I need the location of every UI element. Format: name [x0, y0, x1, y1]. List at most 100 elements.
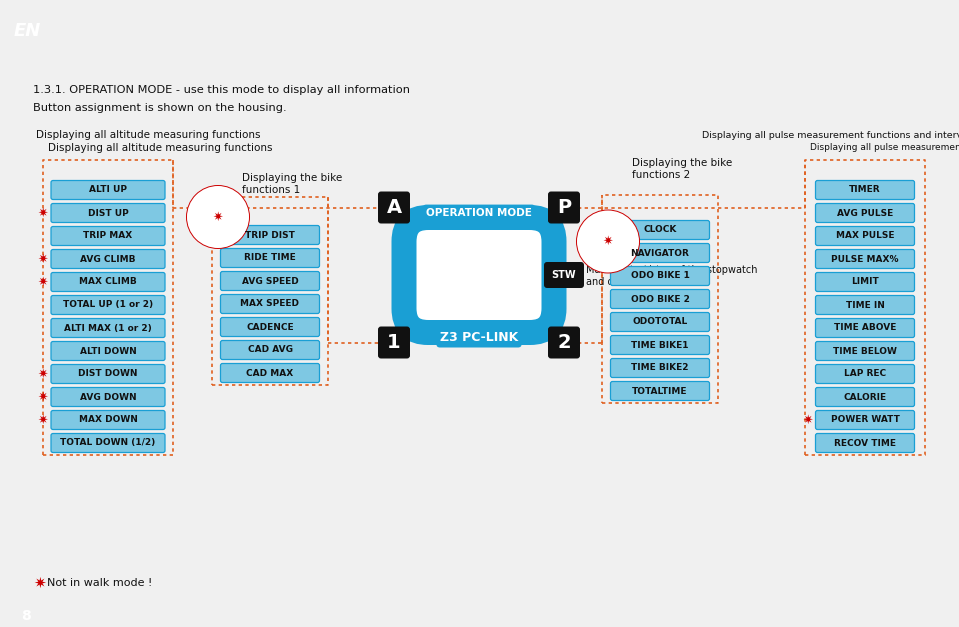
Text: CLOCK: CLOCK [643, 226, 677, 234]
Text: Not in walk mode !: Not in walk mode ! [47, 578, 152, 588]
FancyBboxPatch shape [51, 204, 165, 223]
FancyBboxPatch shape [815, 250, 915, 268]
Text: ✷: ✷ [37, 413, 48, 426]
Text: Displaying all altitude measuring functions: Displaying all altitude measuring functi… [48, 143, 272, 153]
Text: TRIP MAX: TRIP MAX [83, 231, 132, 241]
FancyBboxPatch shape [815, 295, 915, 315]
Text: and of all other timers: and of all other timers [586, 277, 695, 287]
Text: NAVIGATOR: NAVIGATOR [631, 248, 690, 258]
Text: CALORIE: CALORIE [843, 393, 886, 401]
Text: ✷: ✷ [37, 253, 48, 265]
Text: MAX DOWN: MAX DOWN [79, 416, 137, 424]
Text: ✷: ✷ [37, 206, 48, 219]
Text: Manual start/stop of the stopwatch: Manual start/stop of the stopwatch [586, 265, 758, 275]
FancyBboxPatch shape [221, 364, 319, 382]
FancyBboxPatch shape [51, 342, 165, 361]
FancyBboxPatch shape [815, 433, 915, 453]
Text: ✷: ✷ [803, 413, 812, 426]
FancyBboxPatch shape [611, 335, 710, 354]
FancyBboxPatch shape [404, 218, 554, 332]
Text: ODO BIKE 1: ODO BIKE 1 [631, 271, 690, 280]
Text: ✷: ✷ [37, 391, 48, 404]
FancyBboxPatch shape [815, 181, 915, 199]
Text: MAX SPEED: MAX SPEED [241, 300, 299, 308]
Text: PULSE MAX%: PULSE MAX% [831, 255, 899, 263]
Text: ALTI DOWN: ALTI DOWN [80, 347, 136, 356]
FancyBboxPatch shape [378, 327, 410, 359]
Text: AVG DOWN: AVG DOWN [80, 393, 136, 401]
FancyBboxPatch shape [51, 411, 165, 429]
FancyBboxPatch shape [548, 191, 580, 223]
FancyBboxPatch shape [221, 248, 319, 268]
Text: ✷: ✷ [37, 275, 48, 288]
Text: 8: 8 [21, 609, 31, 623]
Text: 1.3.1. OPERATION MODE - use this mode to display all information: 1.3.1. OPERATION MODE - use this mode to… [33, 85, 410, 95]
Text: TIME BIKE1: TIME BIKE1 [631, 340, 689, 349]
Text: Displaying all pulse measurement functions and interval data stored: Displaying all pulse measurement functio… [810, 144, 959, 152]
Text: 1: 1 [387, 333, 401, 352]
Text: RIDE TIME: RIDE TIME [245, 253, 296, 263]
FancyBboxPatch shape [51, 295, 165, 315]
Text: DIST UP: DIST UP [87, 209, 129, 218]
Text: TIME BELOW: TIME BELOW [833, 347, 897, 356]
Text: TIME IN: TIME IN [846, 300, 884, 310]
FancyBboxPatch shape [221, 226, 319, 245]
Text: TOTAL DOWN (1/2): TOTAL DOWN (1/2) [60, 438, 155, 448]
Text: Displaying all pulse measurement functions and interval data stored: Displaying all pulse measurement functio… [702, 130, 959, 139]
Text: CAD AVG: CAD AVG [247, 345, 292, 354]
Text: MAX CLIMB: MAX CLIMB [80, 278, 137, 287]
Text: TRIP DIST: TRIP DIST [246, 231, 295, 240]
Text: AVG PULSE: AVG PULSE [837, 209, 893, 218]
Text: ALTI UP: ALTI UP [89, 186, 127, 194]
FancyBboxPatch shape [815, 319, 915, 337]
Text: ✷: ✷ [603, 235, 613, 248]
FancyBboxPatch shape [51, 226, 165, 246]
Text: RECOV TIME: RECOV TIME [834, 438, 896, 448]
Text: LIMIT: LIMIT [852, 278, 878, 287]
Text: DIST DOWN: DIST DOWN [79, 369, 138, 379]
Text: ✷: ✷ [213, 211, 223, 223]
FancyBboxPatch shape [548, 327, 580, 359]
Text: 2: 2 [557, 333, 571, 352]
Text: TOTAL UP (1 or 2): TOTAL UP (1 or 2) [63, 300, 153, 310]
Text: functions 2: functions 2 [632, 170, 690, 180]
FancyBboxPatch shape [815, 411, 915, 429]
Text: Displaying the bike: Displaying the bike [632, 158, 733, 168]
FancyBboxPatch shape [611, 312, 710, 332]
FancyBboxPatch shape [221, 317, 319, 337]
Text: STW: STW [551, 270, 576, 280]
Text: Button assignment is shown on the housing.: Button assignment is shown on the housin… [33, 103, 287, 113]
FancyBboxPatch shape [51, 273, 165, 292]
Text: OPERATION MODE: OPERATION MODE [426, 208, 532, 218]
FancyBboxPatch shape [611, 221, 710, 240]
FancyBboxPatch shape [611, 359, 710, 377]
FancyBboxPatch shape [51, 181, 165, 199]
Text: EN: EN [13, 22, 41, 40]
Text: MAX PULSE: MAX PULSE [835, 231, 894, 241]
FancyBboxPatch shape [51, 250, 165, 268]
Text: A: A [386, 198, 402, 217]
FancyBboxPatch shape [815, 273, 915, 292]
FancyBboxPatch shape [815, 226, 915, 246]
FancyBboxPatch shape [815, 387, 915, 406]
Text: ALTI MAX (1 or 2): ALTI MAX (1 or 2) [64, 324, 152, 332]
FancyBboxPatch shape [815, 364, 915, 384]
Text: Displaying all altitude measuring functions: Displaying all altitude measuring functi… [35, 130, 260, 140]
Text: functions 1: functions 1 [242, 185, 300, 195]
Text: TOTALTIME: TOTALTIME [632, 386, 688, 396]
Text: TIMER: TIMER [849, 186, 880, 194]
FancyBboxPatch shape [815, 204, 915, 223]
Text: AVG SPEED: AVG SPEED [242, 277, 298, 285]
FancyBboxPatch shape [221, 271, 319, 290]
FancyBboxPatch shape [51, 387, 165, 406]
Text: ✷: ✷ [33, 576, 46, 591]
Text: ✷: ✷ [37, 367, 48, 381]
FancyBboxPatch shape [51, 319, 165, 337]
Text: ODOTOTAL: ODOTOTAL [632, 317, 688, 327]
FancyBboxPatch shape [51, 364, 165, 384]
Text: LAP REC: LAP REC [844, 369, 886, 379]
FancyBboxPatch shape [815, 342, 915, 361]
FancyBboxPatch shape [611, 243, 710, 263]
FancyBboxPatch shape [611, 290, 710, 308]
Text: CAD MAX: CAD MAX [246, 369, 293, 377]
